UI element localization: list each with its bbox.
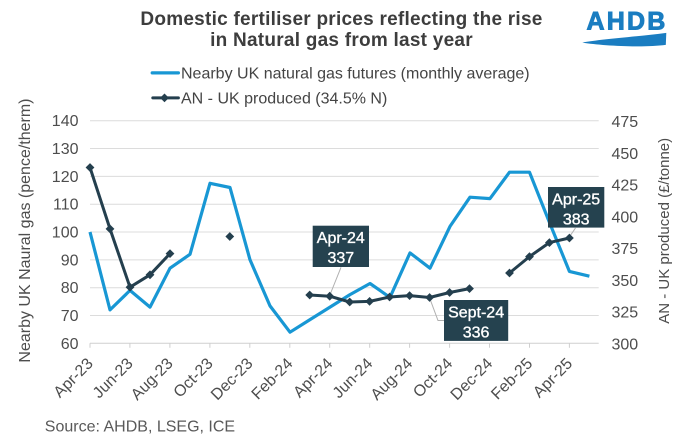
- svg-text:475: 475: [612, 114, 639, 131]
- svg-text:400: 400: [612, 209, 639, 226]
- svg-text:Apr-25: Apr-25: [530, 355, 576, 401]
- svg-text:Jun-23: Jun-23: [90, 355, 137, 402]
- svg-text:325: 325: [612, 305, 639, 322]
- svg-text:450: 450: [612, 146, 639, 163]
- svg-text:Sept-24: Sept-24: [448, 304, 504, 321]
- svg-text:350: 350: [612, 273, 639, 290]
- svg-text:383: 383: [563, 211, 590, 228]
- svg-text:AN - UK produced (34.5% N): AN - UK produced (34.5% N): [181, 90, 387, 107]
- svg-text:Aug-23: Aug-23: [128, 355, 177, 404]
- svg-text:Dec-23: Dec-23: [208, 355, 257, 404]
- svg-text:100: 100: [52, 225, 79, 242]
- svg-text:Source: AHDB, LSEG, ICE: Source: AHDB, LSEG, ICE: [45, 418, 235, 435]
- svg-text:Jun-24: Jun-24: [330, 355, 377, 402]
- svg-text:AN - UK produced (£/tonne): AN - UK produced (£/tonne): [656, 138, 673, 324]
- svg-text:375: 375: [612, 241, 639, 258]
- svg-text:425: 425: [612, 178, 639, 195]
- svg-text:110: 110: [53, 197, 79, 214]
- svg-text:Feb-25: Feb-25: [488, 355, 536, 403]
- svg-text:Apr-23: Apr-23: [51, 355, 97, 401]
- svg-text:140: 140: [52, 113, 79, 130]
- svg-text:Nearby UK natural gas futures: Nearby UK natural gas futures (monthly a…: [181, 65, 530, 82]
- svg-text:300: 300: [612, 337, 639, 354]
- svg-text:70: 70: [61, 308, 79, 325]
- svg-text:80: 80: [61, 280, 79, 297]
- svg-text:336: 336: [463, 324, 490, 341]
- svg-text:Aug-24: Aug-24: [368, 355, 417, 404]
- svg-text:120: 120: [52, 169, 79, 186]
- svg-text:337: 337: [327, 250, 354, 267]
- svg-text:Domestic fertiliser prices ref: Domestic fertiliser prices reflecting th…: [140, 9, 542, 30]
- svg-text:60: 60: [61, 336, 79, 353]
- svg-text:130: 130: [52, 141, 79, 158]
- svg-text:in Natural gas from last year: in Natural gas from last year: [210, 30, 473, 51]
- svg-text:90: 90: [61, 252, 79, 269]
- svg-text:Apr-24: Apr-24: [290, 355, 336, 401]
- svg-text:Nearby UK Naural gas (pence/th: Nearby UK Naural gas (pence/therm): [17, 98, 34, 362]
- svg-text:Apr-24: Apr-24: [317, 230, 365, 247]
- svg-text:Apr-25: Apr-25: [552, 191, 600, 208]
- svg-text:Feb-24: Feb-24: [249, 355, 297, 403]
- svg-text:AHDB: AHDB: [587, 8, 668, 36]
- svg-text:Dec-24: Dec-24: [448, 355, 497, 404]
